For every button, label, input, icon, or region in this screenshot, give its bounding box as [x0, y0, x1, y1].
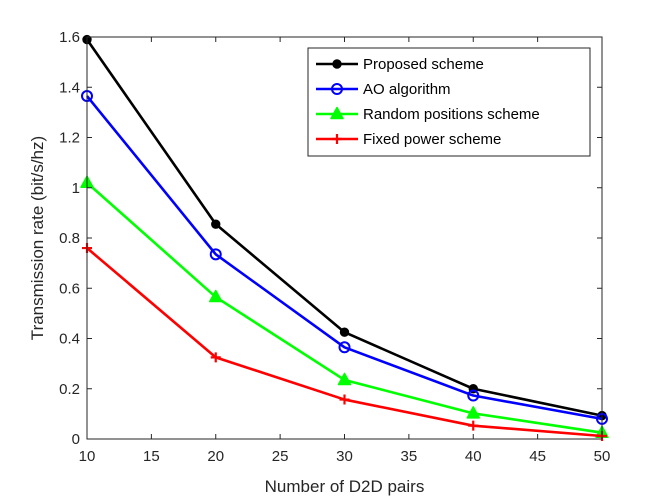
data-point-1-1	[209, 248, 222, 261]
x-tick-label: 50	[594, 448, 611, 465]
legend-item-3: Fixed power scheme	[316, 131, 501, 148]
data-point-2-1	[209, 289, 223, 303]
x-tick-label: 20	[207, 448, 224, 465]
legend-item-2: Random positions scheme	[316, 106, 540, 123]
x-tick-label: 35	[401, 448, 418, 465]
series-line-1	[85, 95, 603, 421]
legend-label-2: Random positions scheme	[363, 106, 540, 123]
y-tick-label: 1.2	[59, 130, 80, 147]
legend: Proposed scheme AO algorithm Random positi…	[307, 47, 591, 157]
axes-layer: 10 15 20 25 30 35 40 45 50 0 0.2 0.4 0.6 0.8 1 1.2 1.4 1.…	[59, 29, 610, 465]
y-tick-label: 1	[72, 180, 80, 197]
data-point-1-2	[338, 341, 351, 354]
y-tick-label: 0.4	[59, 331, 80, 348]
data-point-3-2	[339, 394, 350, 405]
y-tick-label: 0.6	[59, 280, 80, 297]
data-point-3-1	[210, 352, 221, 363]
y-tick-label: 0.2	[59, 381, 80, 398]
legend-marker-0	[332, 59, 342, 69]
y-axis-label: Transmission rate (bit/s/hz)	[28, 136, 47, 340]
legend-marker-3	[332, 134, 342, 144]
data-point-1-3	[467, 389, 480, 402]
legend-marker-1	[331, 83, 343, 95]
y-tick-label: 0	[72, 431, 80, 448]
series-3	[82, 243, 607, 441]
legend-label-1: AO algorithm	[363, 81, 451, 98]
data-point-0-2	[339, 327, 350, 337]
x-tick-label: 15	[143, 448, 160, 465]
legend-marker-2	[330, 106, 344, 120]
legend-item-1: AO algorithm	[316, 81, 451, 98]
y-tick-label: 1.6	[59, 29, 80, 46]
legend-item-0: Proposed scheme	[316, 56, 484, 73]
legend-label-3: Fixed power scheme	[363, 131, 501, 148]
data-point-3-3	[468, 420, 479, 431]
y-tick-label: 0.8	[59, 230, 80, 247]
data-point-2-2	[337, 372, 352, 386]
x-tick-label: 30	[336, 448, 353, 465]
y-tick-label: 1.4	[59, 79, 80, 96]
x-tick-label: 10	[79, 448, 96, 465]
legend-label-0: Proposed scheme	[363, 56, 484, 73]
data-point-2-3	[466, 406, 480, 419]
x-tick-label: 40	[465, 448, 482, 465]
x-axis-label: Number of D2D pairs	[265, 477, 425, 496]
x-tick-label: 25	[272, 448, 289, 465]
data-point-0-1	[211, 219, 221, 229]
x-tick-label: 45	[529, 448, 546, 465]
